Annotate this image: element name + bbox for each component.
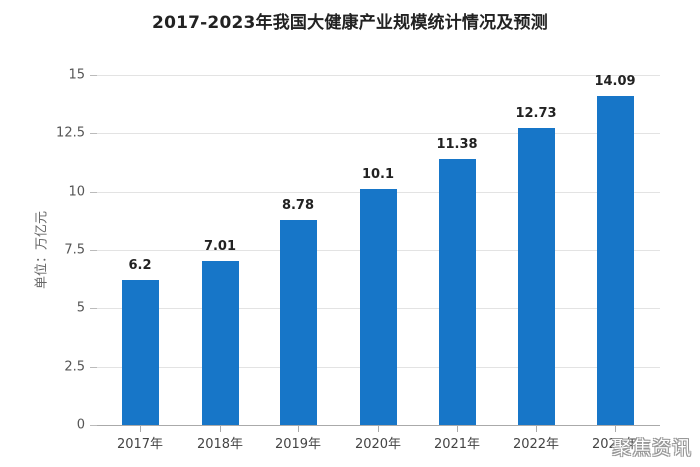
bar-2017	[121, 280, 159, 425]
x-tick-mark	[140, 426, 141, 432]
x-tick-label: 2020年	[354, 437, 402, 452]
bar-2018	[201, 261, 239, 425]
x-tick-mark	[298, 426, 299, 432]
bar-value-label: 12.73	[515, 105, 557, 121]
x-tick-label: 2019年	[274, 437, 322, 452]
y-tick-label: 5	[76, 300, 85, 316]
x-tick-label: 2017年	[116, 437, 164, 452]
chart-title: 2017-2023年我国大健康产业规模统计情况及预测	[152, 13, 548, 33]
gridline	[97, 75, 660, 76]
bar-value-label: 14.09	[594, 74, 636, 90]
bar-value-label: 11.38	[436, 137, 478, 153]
x-tick-mark	[536, 426, 537, 432]
gridline	[97, 133, 660, 135]
y-tick-label: 10	[68, 184, 85, 200]
bar-2022	[517, 127, 555, 425]
watermark-text: 聚焦资讯	[611, 437, 692, 459]
y-tick-mark	[90, 75, 97, 76]
y-tick-label: 7.5	[64, 242, 85, 258]
y-tick-mark	[90, 191, 97, 193]
y-tick-label: 15	[68, 67, 85, 83]
x-tick-mark	[615, 426, 616, 432]
x-axis-line	[97, 425, 660, 426]
x-tick-label: 2018年	[196, 437, 244, 452]
y-tick-mark	[90, 366, 97, 368]
x-tick-label: 2023年	[591, 437, 639, 452]
y-axis-label: 单位：万亿元	[34, 210, 50, 290]
y-tick-mark	[90, 133, 97, 135]
y-tick-label: 0	[76, 417, 85, 433]
bar-value-label: 7.01	[203, 239, 237, 255]
y-tick-label: 2.5	[64, 359, 85, 375]
bar-2023	[596, 96, 634, 425]
bar-value-label: 8.78	[281, 198, 315, 214]
x-tick-mark	[220, 426, 221, 432]
x-tick-label: 2021年	[433, 437, 481, 452]
x-tick-label: 2022年	[512, 437, 560, 452]
y-tick-label: 12.5	[56, 125, 85, 141]
x-tick-mark	[457, 426, 458, 432]
bar-value-label: 6.2	[128, 258, 152, 274]
bar-2021	[438, 159, 476, 425]
y-tick-mark	[90, 250, 97, 251]
y-tick-mark	[90, 425, 97, 426]
y-tick-mark	[90, 308, 97, 310]
bar-value-label: 10.1	[361, 167, 395, 183]
x-tick-mark	[378, 426, 379, 432]
bar-2020	[359, 189, 397, 425]
bar-2019	[279, 220, 317, 425]
